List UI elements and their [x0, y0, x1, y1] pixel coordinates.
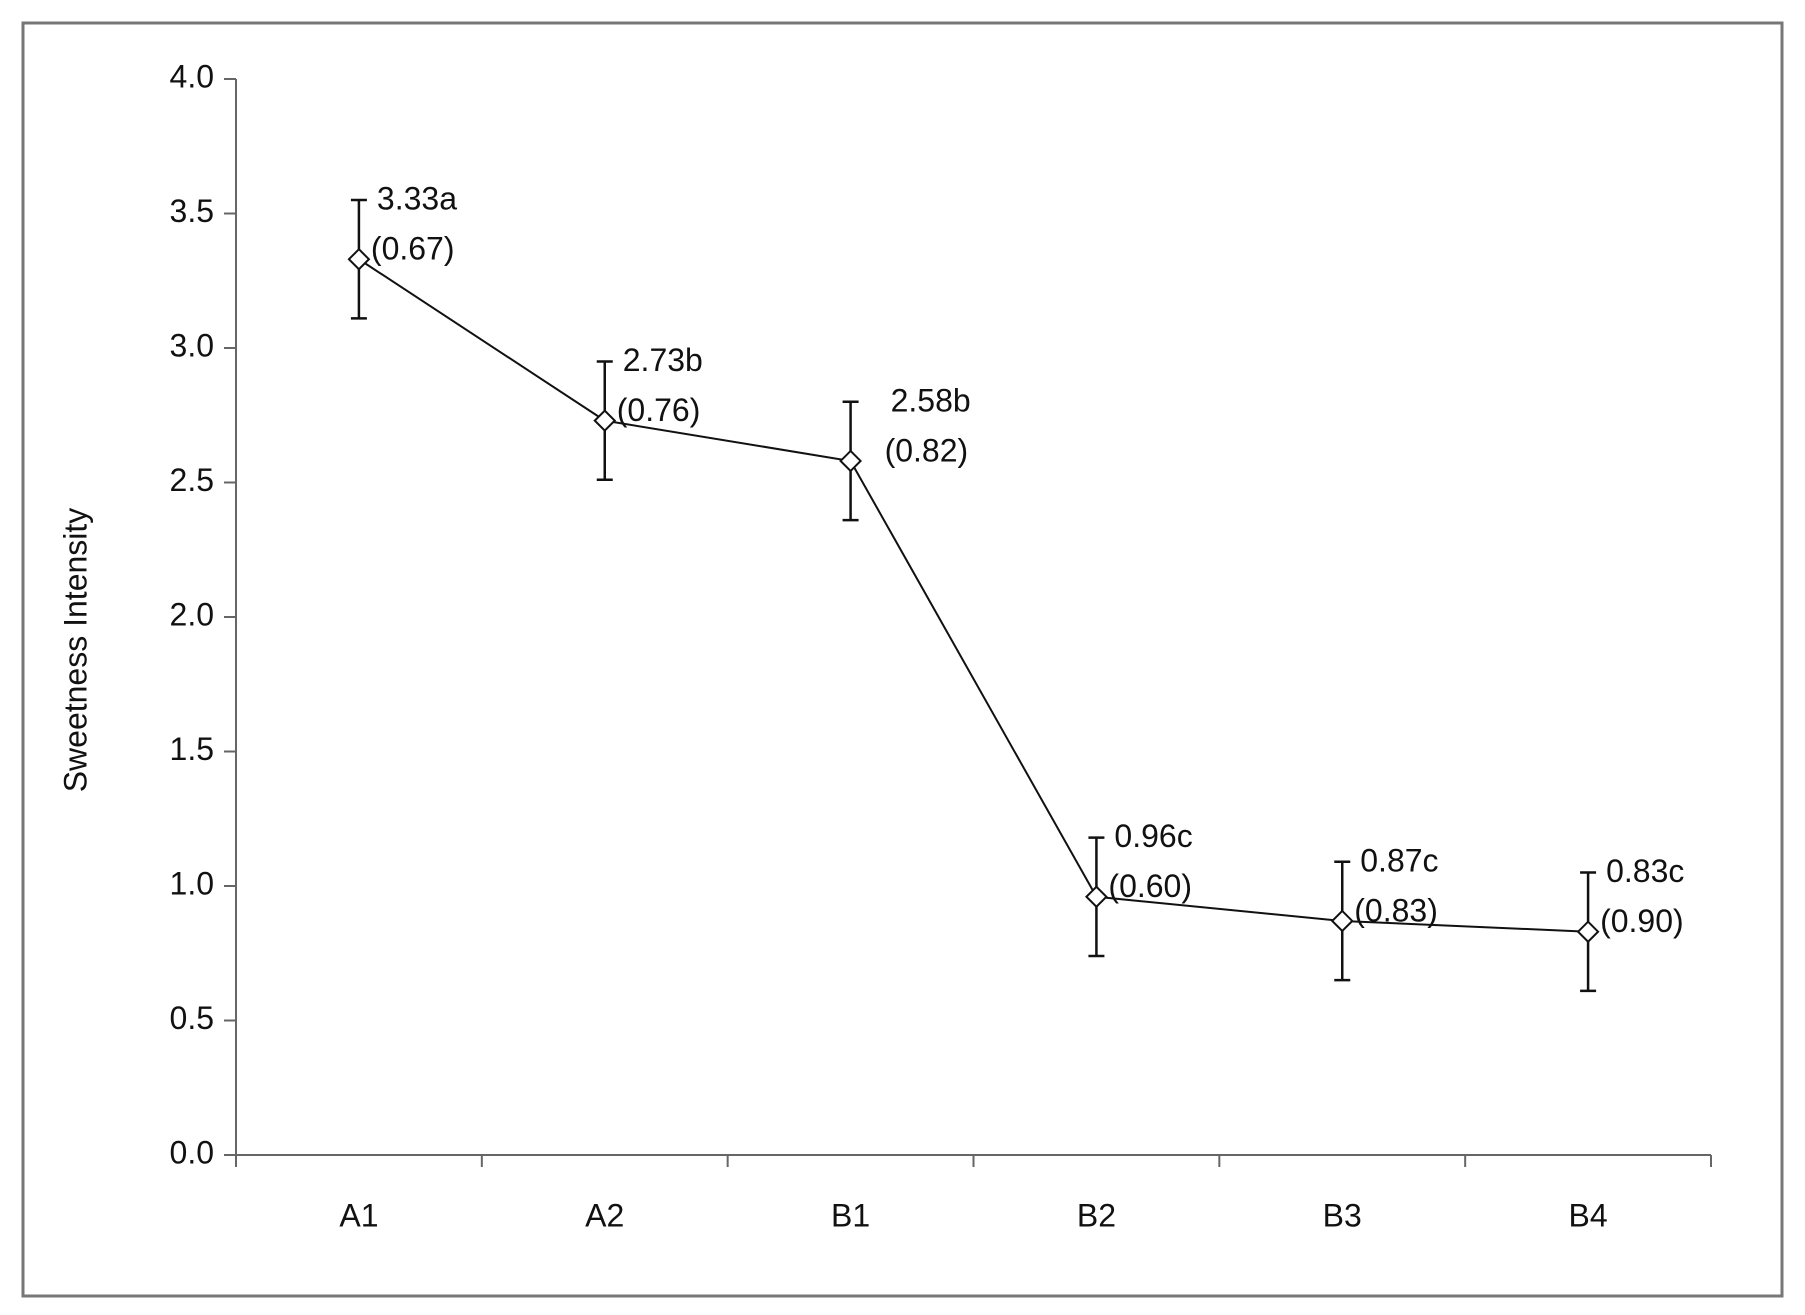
y-tick-label: 3.0: [170, 327, 214, 363]
x-tick-label: A2: [585, 1197, 624, 1233]
data-label: 0.83c: [1606, 853, 1684, 889]
data-label: 2.58b: [891, 382, 971, 418]
point: [1085, 885, 1108, 909]
x-tick-label: B2: [1077, 1197, 1116, 1233]
y-tick-label: 1.5: [170, 731, 214, 767]
data-note: (0.82): [885, 432, 969, 468]
x-tick-label: B3: [1323, 1197, 1362, 1233]
point: [839, 449, 862, 473]
data-note: (0.76): [617, 392, 701, 428]
data-note: (0.90): [1600, 903, 1684, 939]
y-tick-label: 3.5: [170, 193, 214, 229]
data-label: 3.33a: [377, 181, 457, 217]
x-tick-label: A1: [339, 1197, 378, 1233]
data-note: (0.83): [1354, 892, 1438, 928]
y-tick-label: 2.0: [170, 596, 214, 632]
data-label: 0.96c: [1114, 818, 1192, 854]
y-tick-label: 0.0: [170, 1134, 214, 1170]
y-tick-label: 4.0: [170, 58, 214, 94]
y-tick-label: 0.5: [170, 1000, 214, 1036]
x-tick-label: B1: [831, 1197, 870, 1233]
point: [1330, 909, 1354, 933]
y-axis-label: Sweetness Intensity: [57, 508, 93, 793]
point: [347, 247, 371, 271]
point: [593, 409, 617, 433]
line: [358, 258, 1589, 933]
point: [1576, 920, 1600, 944]
y-tick-label: 1.0: [170, 865, 214, 901]
data-note: (0.67): [371, 231, 455, 267]
frame: [21, 21, 1784, 1298]
y-tick-label: 2.5: [170, 462, 214, 498]
x-tick-label: B4: [1569, 1197, 1608, 1233]
data-label: 0.87c: [1360, 842, 1438, 878]
data-label: 2.73b: [623, 342, 703, 378]
data-note: (0.60): [1108, 868, 1192, 904]
